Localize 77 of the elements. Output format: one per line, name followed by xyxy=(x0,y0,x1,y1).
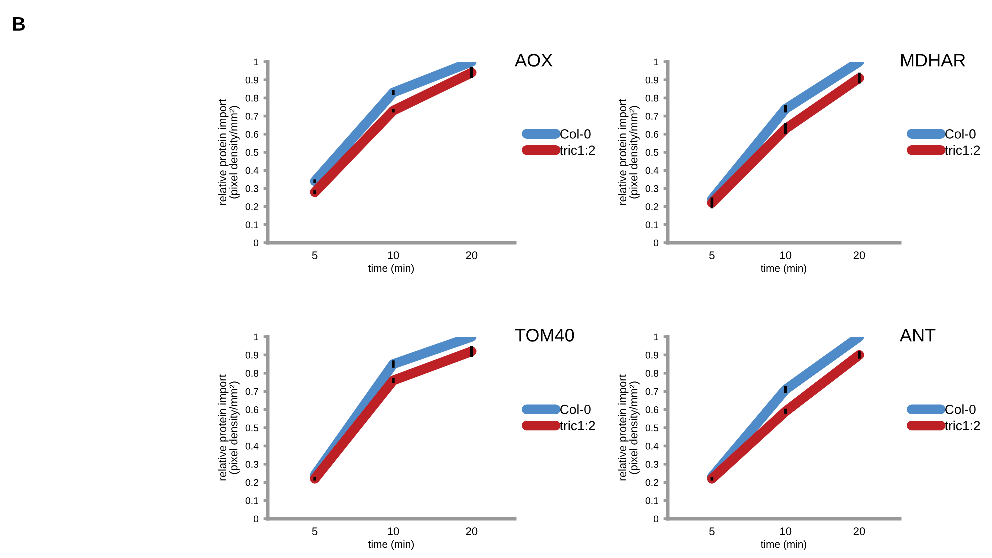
y-axis-title: relative protein import (pixel density/mm²) xyxy=(218,99,240,206)
x-tick-label: 20 xyxy=(854,252,866,260)
legend-label: tric1:2 xyxy=(945,145,980,156)
y-tick-label: 0.9 xyxy=(646,352,659,359)
chart-title: AOX xyxy=(515,54,553,67)
legend-label: Col-0 xyxy=(560,129,591,139)
x-tick-label: 10 xyxy=(388,528,400,536)
x-axis-title: time (min) xyxy=(368,540,414,550)
legend-label: Col-0 xyxy=(946,129,976,139)
y-tick-label: 0.3 xyxy=(646,185,659,192)
y-tick-label: 0.8 xyxy=(646,94,659,102)
y-tick-label: 0.2 xyxy=(246,204,258,210)
y-tick-label: 1 xyxy=(654,334,658,341)
y-tick-label: 1 xyxy=(654,58,658,66)
y-tick-label: 0.1 xyxy=(646,222,658,229)
y-tick-label: 0.9 xyxy=(246,76,259,84)
y-tick-label: 0.9 xyxy=(246,352,259,359)
y-tick-label: 0.6 xyxy=(646,131,659,138)
y-tick-label: 0.6 xyxy=(646,406,659,414)
y-tick-label: 0.7 xyxy=(646,388,658,396)
chart-title: ANT xyxy=(900,329,936,342)
legend-label: tric1:2 xyxy=(560,145,596,156)
y-tick-label: 0 xyxy=(654,240,659,247)
x-axis-title: time (min) xyxy=(761,540,806,550)
y-tick-label: 0.7 xyxy=(246,388,258,396)
y-tick-label: 0.8 xyxy=(646,370,659,378)
y-tick-label: 0.6 xyxy=(246,131,259,138)
y-tick-label: 0.5 xyxy=(246,424,259,432)
y-tick-label: 0.3 xyxy=(246,185,259,192)
legend-label: Col-0 xyxy=(946,404,976,414)
y-tick-label: 0.1 xyxy=(646,498,658,504)
y-tick-label: 0.7 xyxy=(646,113,658,120)
y-tick-label: 0.4 xyxy=(246,167,259,174)
y-tick-label: 1 xyxy=(254,58,258,66)
y-axis-title: relative protein import (pixel density/mm²) xyxy=(618,99,640,206)
y-tick-label: 0.6 xyxy=(246,406,259,414)
y-tick-label: 0.7 xyxy=(246,113,258,120)
y-tick-label: 0.9 xyxy=(646,76,659,84)
x-tick-label: 10 xyxy=(780,252,792,260)
y-tick-label: 0.3 xyxy=(646,461,659,468)
y-tick-label: 0.4 xyxy=(646,167,659,174)
y-tick-label: 1 xyxy=(254,334,258,341)
y-tick-label: 0.3 xyxy=(246,461,259,468)
y-tick-label: 0.2 xyxy=(246,479,258,486)
legend-label: tric1:2 xyxy=(945,420,980,431)
x-axis-title: time (min) xyxy=(368,264,414,274)
y-tick-label: 0.2 xyxy=(646,479,658,486)
y-tick-label: 0.5 xyxy=(246,149,259,156)
x-tick-label: 5 xyxy=(312,528,318,536)
y-tick-label: 0.5 xyxy=(646,424,659,432)
legend-label: Col-0 xyxy=(560,404,591,414)
chart-title: TOM40 xyxy=(515,329,574,342)
y-tick-label: 0.2 xyxy=(646,204,658,210)
y-tick-label: 0 xyxy=(654,516,659,523)
x-axis-title: time (min) xyxy=(761,264,806,274)
x-tick-label: 10 xyxy=(780,528,792,536)
x-tick-label: 20 xyxy=(466,528,478,536)
y-tick-label: 0.4 xyxy=(246,442,259,450)
x-tick-label: 5 xyxy=(312,252,318,260)
y-tick-label: 0.1 xyxy=(246,498,258,504)
x-tick-label: 20 xyxy=(466,252,478,260)
y-axis-title: relative protein import (pixel density/mm²) xyxy=(618,374,640,481)
text: B xyxy=(13,17,26,31)
chart-title: MDHAR xyxy=(901,54,966,67)
y-tick-label: 0.1 xyxy=(246,222,258,229)
y-tick-label: 0 xyxy=(254,240,259,247)
y-tick-label: 0 xyxy=(254,516,259,523)
y-tick-label: 0.8 xyxy=(246,370,259,378)
y-tick-label: 0.4 xyxy=(646,442,659,450)
x-tick-label: 10 xyxy=(388,252,400,260)
x-tick-label: 5 xyxy=(710,252,715,260)
x-tick-label: 5 xyxy=(710,528,715,536)
y-tick-label: 0.8 xyxy=(246,94,259,102)
y-tick-label: 0.5 xyxy=(646,149,659,156)
legend-label: tric1:2 xyxy=(560,420,596,431)
y-axis-title: relative protein import (pixel density/mm²) xyxy=(218,374,240,481)
x-tick-label: 20 xyxy=(854,528,866,536)
